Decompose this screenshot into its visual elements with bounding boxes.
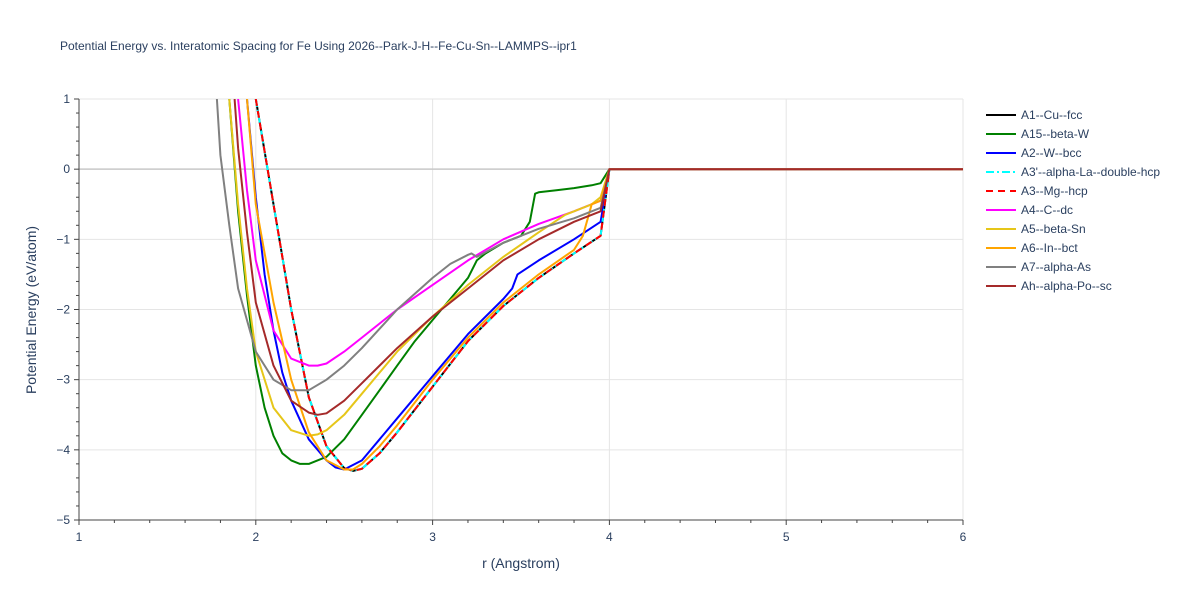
legend-label: A3'--alpha-La--double-hcp bbox=[1021, 165, 1160, 179]
legend-item[interactable]: A6--In--bct bbox=[986, 241, 1078, 255]
legend-item[interactable]: A2--W--bcc bbox=[986, 146, 1081, 160]
legend-item[interactable]: A3--Mg--hcp bbox=[986, 184, 1088, 198]
series-line-4 bbox=[254, 99, 963, 472]
legend-label: A7--alpha-As bbox=[1021, 260, 1091, 274]
axes: 1 2 3 4 5 6 1 0 −1 −2 −3 −4 −5 bbox=[56, 92, 966, 544]
series-line-2 bbox=[246, 99, 963, 471]
y-tick-label: 1 bbox=[63, 92, 70, 106]
legend-label: Ah--alpha-Po--sc bbox=[1021, 279, 1112, 293]
legend-label: A5--beta-Sn bbox=[1021, 222, 1086, 236]
y-tick-label: −3 bbox=[56, 373, 70, 387]
legend-item[interactable]: Ah--alpha-Po--sc bbox=[986, 279, 1112, 293]
series-line-7 bbox=[246, 99, 963, 471]
x-axis-label: r (Angstrom) bbox=[482, 555, 560, 571]
legend-label: A3--Mg--hcp bbox=[1021, 184, 1088, 198]
x-tick-label: 3 bbox=[429, 530, 436, 544]
x-tick-label: 6 bbox=[960, 530, 967, 544]
y-axis-label: Potential Energy (eV/atom) bbox=[23, 226, 39, 394]
x-tick-label: 4 bbox=[606, 530, 613, 544]
x-tick-label: 2 bbox=[252, 530, 259, 544]
legend-item[interactable]: A7--alpha-As bbox=[986, 260, 1091, 274]
legend-label: A4--C--dc bbox=[1021, 203, 1073, 217]
series-line-1 bbox=[228, 99, 963, 465]
y-tick-label: −1 bbox=[56, 232, 70, 246]
series-line-6 bbox=[228, 99, 963, 437]
y-tick-label: −4 bbox=[56, 443, 70, 457]
chart-title: Potential Energy vs. Interatomic Spacing… bbox=[60, 39, 577, 53]
legend-label: A1--Cu--fcc bbox=[1021, 108, 1082, 122]
series-line-9 bbox=[233, 99, 963, 416]
legend-label: A6--In--bct bbox=[1021, 241, 1078, 255]
legend-item[interactable]: A1--Cu--fcc bbox=[986, 108, 1082, 122]
grid bbox=[79, 98, 964, 521]
legend-item[interactable]: A3'--alpha-La--double-hcp bbox=[986, 165, 1160, 179]
legend[interactable]: A1--Cu--fcc A15--beta-W A2--W--bcc A3'--alp… bbox=[986, 108, 1160, 293]
y-tick-label: 0 bbox=[63, 162, 70, 176]
legend-item[interactable]: A4--C--dc bbox=[986, 203, 1073, 217]
y-tick-label: −2 bbox=[56, 303, 70, 317]
x-tick-label: 5 bbox=[783, 530, 790, 544]
series-line-8 bbox=[215, 99, 963, 392]
legend-label: A15--beta-W bbox=[1021, 127, 1090, 141]
legend-item[interactable]: A5--beta-Sn bbox=[986, 222, 1086, 236]
legend-item[interactable]: A15--beta-W bbox=[986, 127, 1090, 141]
y-tick-label: −5 bbox=[56, 513, 70, 527]
x-tick-label: 1 bbox=[76, 530, 83, 544]
series-lines bbox=[215, 99, 963, 472]
legend-label: A2--W--bcc bbox=[1021, 146, 1081, 160]
